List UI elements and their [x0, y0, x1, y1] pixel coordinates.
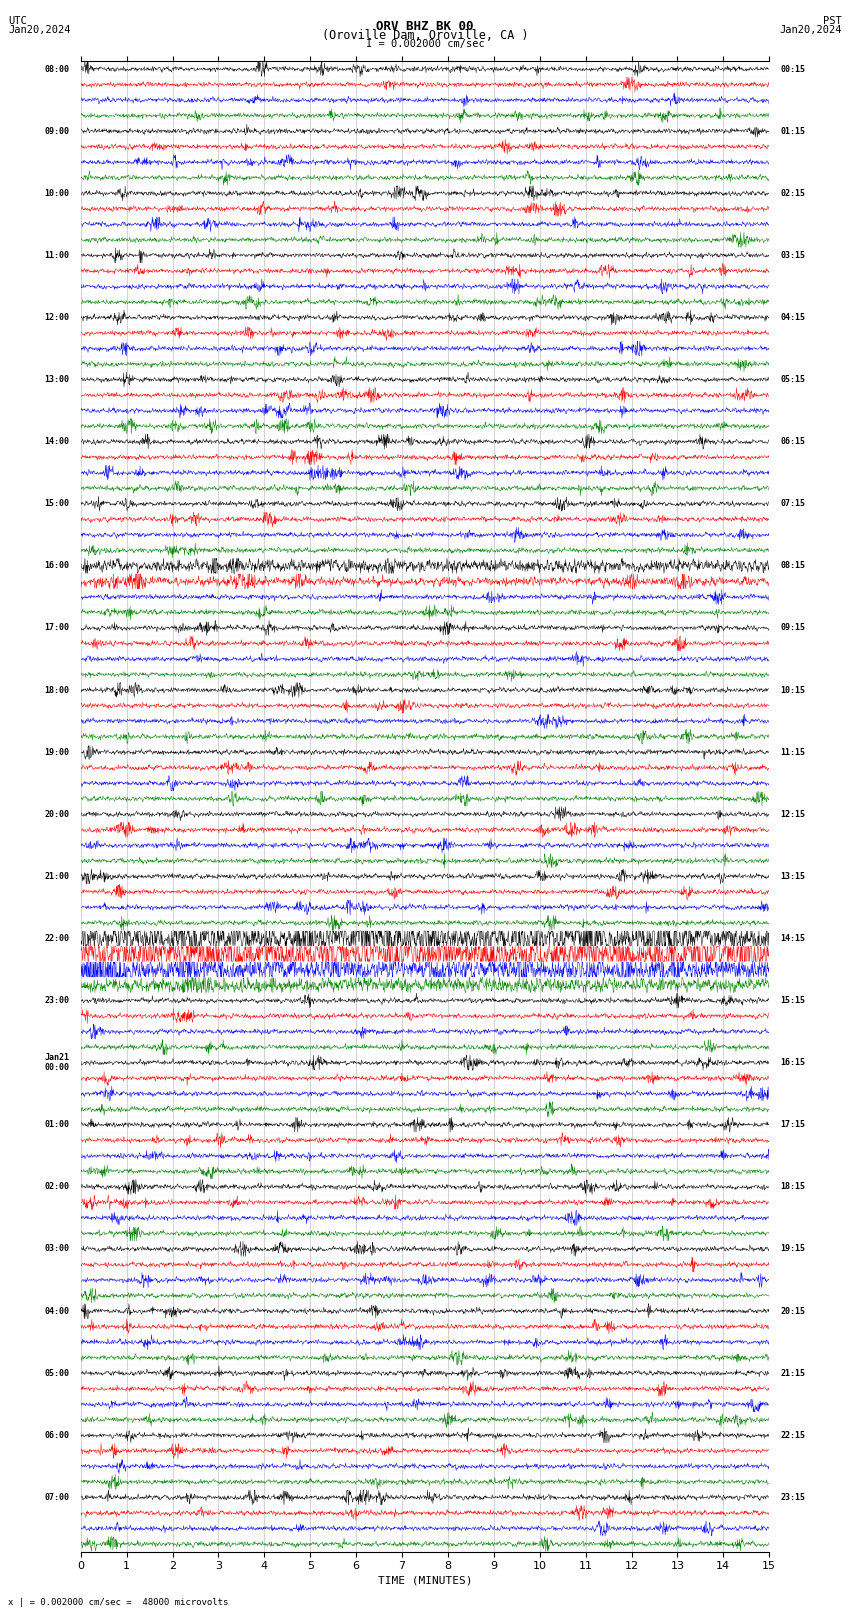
Text: 00:15: 00:15 — [780, 65, 806, 74]
Text: 15:15: 15:15 — [780, 997, 806, 1005]
Text: 22:15: 22:15 — [780, 1431, 806, 1440]
Text: 23:15: 23:15 — [780, 1494, 806, 1502]
Text: Jan20,2024: Jan20,2024 — [779, 24, 842, 35]
Text: ORV BHZ BK 00: ORV BHZ BK 00 — [377, 19, 473, 34]
Text: 06:15: 06:15 — [780, 437, 806, 447]
Text: 02:15: 02:15 — [780, 189, 806, 198]
Text: UTC: UTC — [8, 16, 27, 26]
Text: 17:15: 17:15 — [780, 1121, 806, 1129]
Text: 21:00: 21:00 — [44, 873, 70, 881]
Text: 23:00: 23:00 — [44, 997, 70, 1005]
Text: 20:00: 20:00 — [44, 810, 70, 819]
Text: 02:00: 02:00 — [44, 1182, 70, 1192]
Text: (Oroville Dam, Oroville, CA ): (Oroville Dam, Oroville, CA ) — [321, 29, 529, 42]
Text: 19:15: 19:15 — [780, 1245, 806, 1253]
Text: 04:15: 04:15 — [780, 313, 806, 323]
Text: 08:15: 08:15 — [780, 561, 806, 571]
Text: 07:00: 07:00 — [44, 1494, 70, 1502]
Text: 09:00: 09:00 — [44, 127, 70, 135]
Text: 03:15: 03:15 — [780, 252, 806, 260]
Text: 17:00: 17:00 — [44, 624, 70, 632]
Text: PST: PST — [823, 16, 842, 26]
Text: 16:15: 16:15 — [780, 1058, 806, 1068]
Text: 08:00: 08:00 — [44, 65, 70, 74]
Text: 22:00: 22:00 — [44, 934, 70, 944]
Text: 01:00: 01:00 — [44, 1121, 70, 1129]
Text: 13:15: 13:15 — [780, 873, 806, 881]
Text: 18:00: 18:00 — [44, 686, 70, 695]
Text: 15:00: 15:00 — [44, 500, 70, 508]
Text: 10:15: 10:15 — [780, 686, 806, 695]
Text: 03:00: 03:00 — [44, 1245, 70, 1253]
Text: 16:00: 16:00 — [44, 561, 70, 571]
Text: 05:15: 05:15 — [780, 376, 806, 384]
Text: 12:15: 12:15 — [780, 810, 806, 819]
Text: 01:15: 01:15 — [780, 127, 806, 135]
Text: 11:00: 11:00 — [44, 252, 70, 260]
X-axis label: TIME (MINUTES): TIME (MINUTES) — [377, 1576, 473, 1586]
Text: 14:00: 14:00 — [44, 437, 70, 447]
Text: 18:15: 18:15 — [780, 1182, 806, 1192]
Text: 06:00: 06:00 — [44, 1431, 70, 1440]
Text: Jan21
00:00: Jan21 00:00 — [44, 1053, 70, 1073]
Text: 09:15: 09:15 — [780, 624, 806, 632]
Text: 14:15: 14:15 — [780, 934, 806, 944]
Text: 07:15: 07:15 — [780, 500, 806, 508]
Text: 05:00: 05:00 — [44, 1369, 70, 1378]
Text: I = 0.002000 cm/sec: I = 0.002000 cm/sec — [366, 39, 484, 48]
Text: Jan20,2024: Jan20,2024 — [8, 24, 71, 35]
Text: 20:15: 20:15 — [780, 1307, 806, 1316]
Text: 19:00: 19:00 — [44, 748, 70, 756]
Text: 04:00: 04:00 — [44, 1307, 70, 1316]
Text: 12:00: 12:00 — [44, 313, 70, 323]
Text: x | = 0.002000 cm/sec =  48000 microvolts: x | = 0.002000 cm/sec = 48000 microvolts — [8, 1597, 229, 1607]
Text: 13:00: 13:00 — [44, 376, 70, 384]
Text: 21:15: 21:15 — [780, 1369, 806, 1378]
Text: 11:15: 11:15 — [780, 748, 806, 756]
Text: 10:00: 10:00 — [44, 189, 70, 198]
